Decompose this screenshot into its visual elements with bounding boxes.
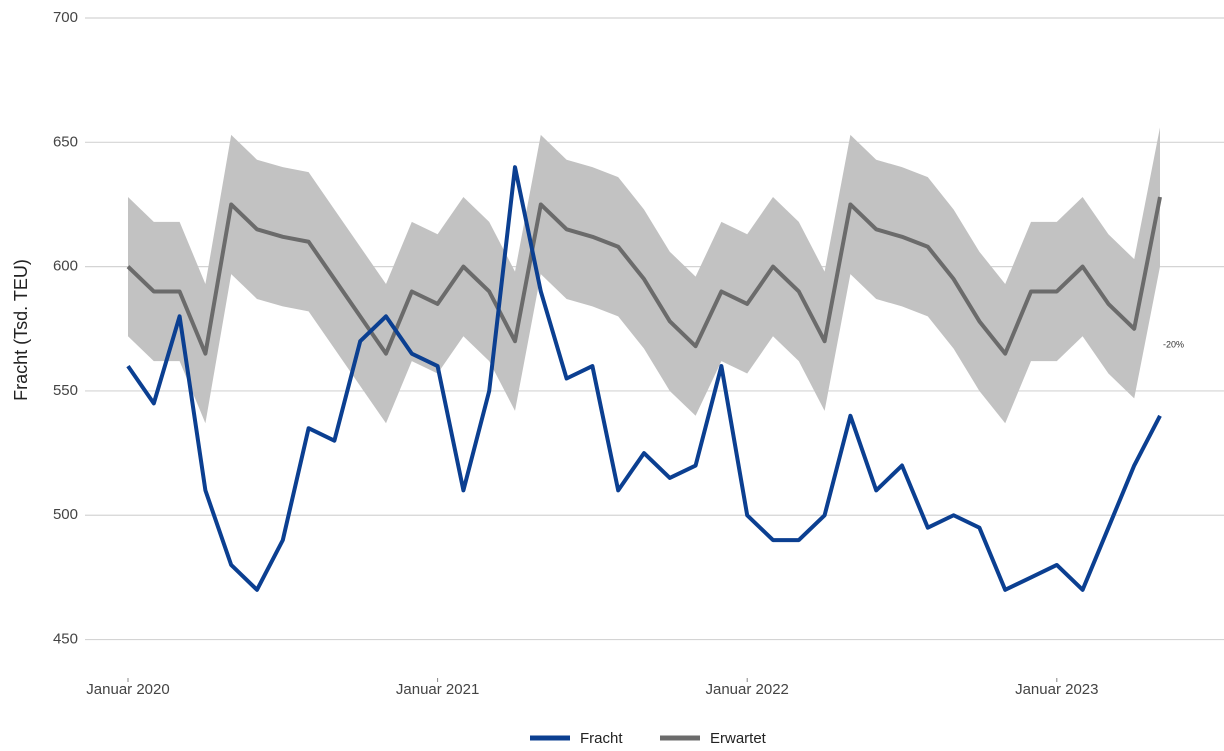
legend-label: Erwartet (710, 730, 767, 747)
series-line (126, 165, 1162, 592)
legend-label: Fracht (580, 730, 623, 747)
y-axis-title: Fracht (Tsd. TEU) (11, 259, 31, 401)
series-line (126, 196, 1162, 356)
y-tick-label: 500 (53, 506, 78, 523)
y-tick-label: 650 (53, 133, 78, 150)
y-tick-label: 600 (53, 258, 78, 275)
x-tick-label: Januar 2020 (86, 681, 169, 698)
y-tick-label: 550 (53, 382, 78, 399)
x-tick-label: Januar 2022 (705, 681, 788, 698)
confidence-band (128, 127, 1160, 424)
x-tick-label: Januar 2023 (1015, 681, 1098, 698)
y-tick-label: 700 (53, 9, 78, 26)
x-tick-label: Januar 2021 (396, 681, 479, 698)
annotation: -20% (1163, 339, 1184, 349)
y-tick-label: 450 (53, 631, 78, 648)
